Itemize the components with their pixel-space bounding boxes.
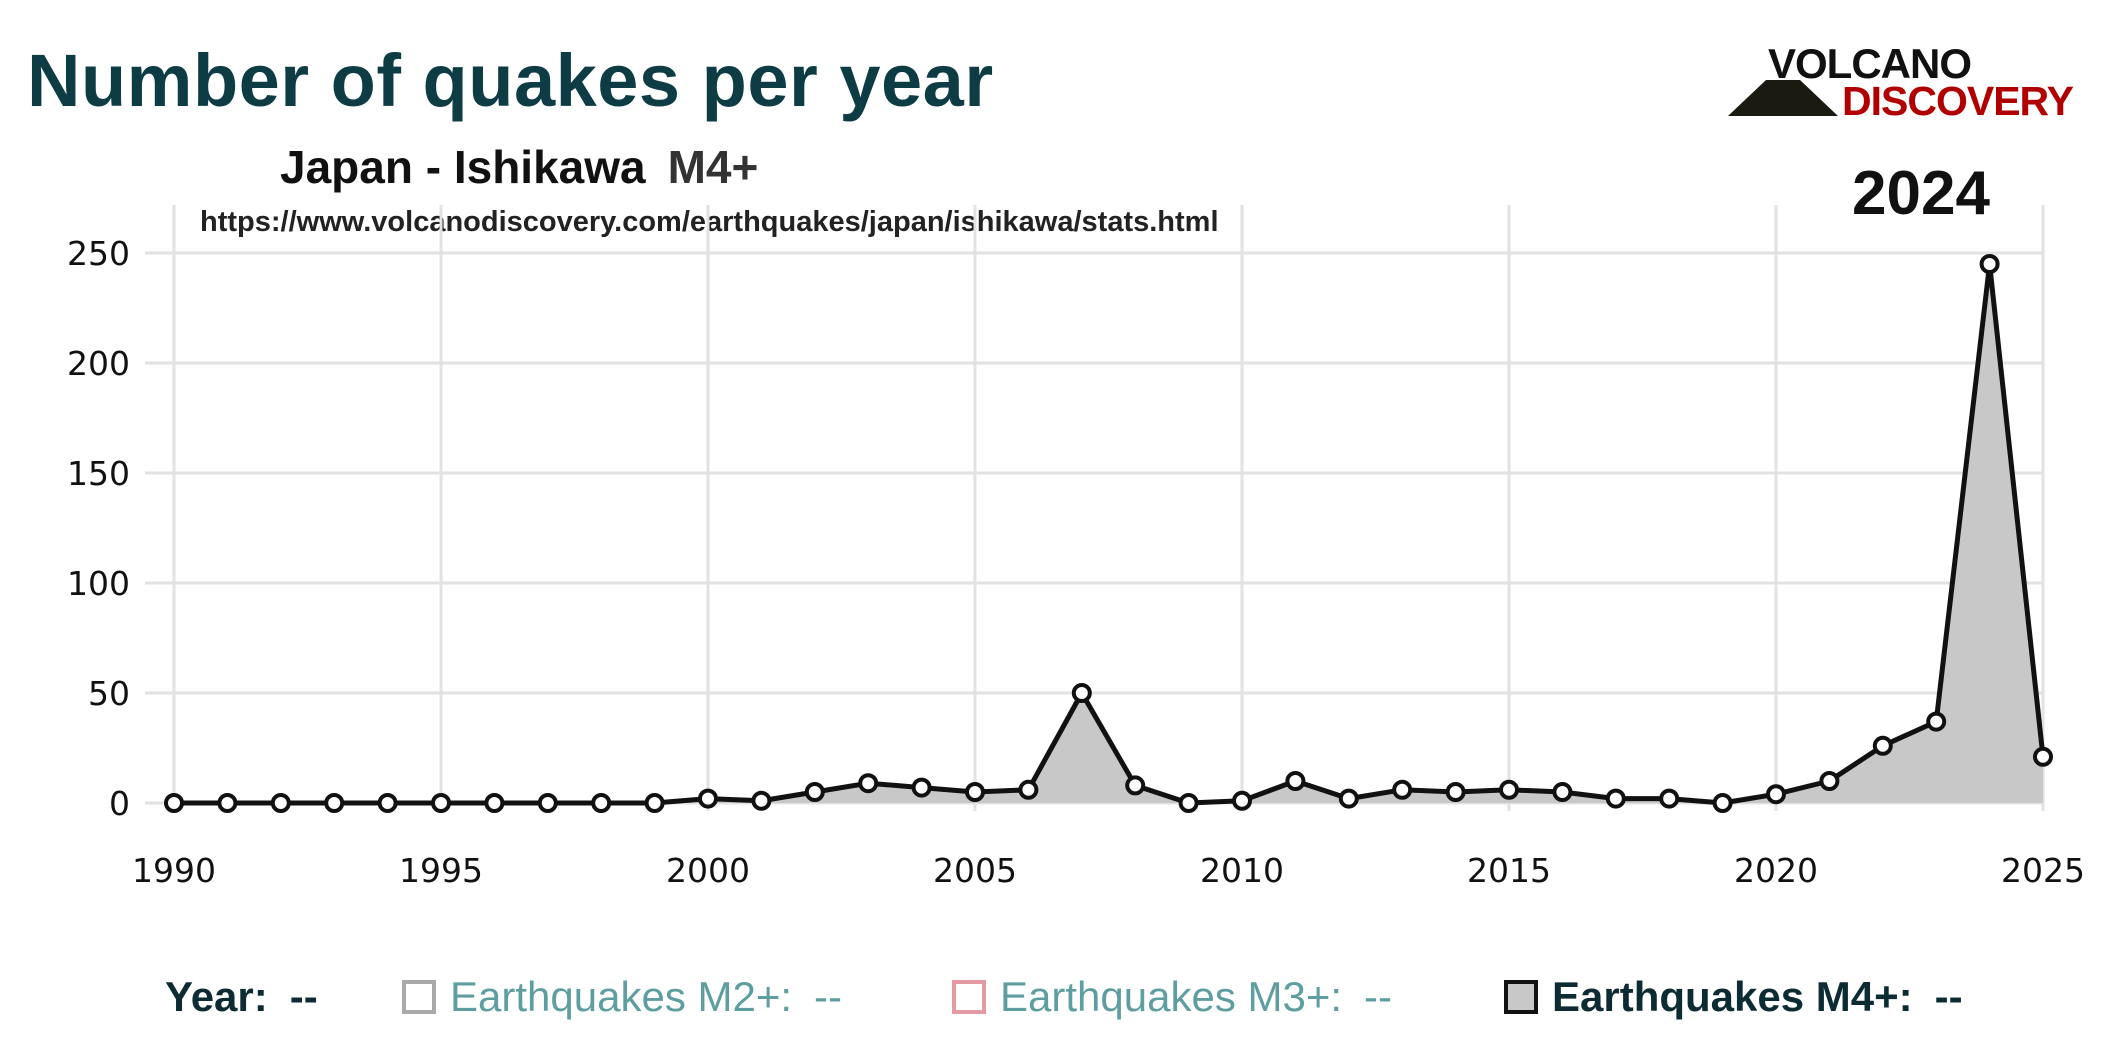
series-line xyxy=(174,261,2046,806)
x-tick-label: 1995 xyxy=(399,851,483,890)
x-tick-label: 2025 xyxy=(2001,851,2085,890)
legend-label-m4: Earthquakes M4+: xyxy=(1552,973,1913,1020)
legend-value-m4: -- xyxy=(1934,973,1963,1020)
x-tick-label: 2005 xyxy=(933,851,1017,890)
data-point xyxy=(965,782,985,802)
y-tick-label: 200 xyxy=(67,344,130,383)
data-point xyxy=(1712,793,1733,813)
logo-text-discovery: DISCOVERY xyxy=(1842,78,2074,124)
series-area xyxy=(174,264,2043,803)
data-point xyxy=(484,793,505,813)
data-point xyxy=(164,793,184,813)
data-point xyxy=(1445,782,1466,802)
x-tick-label: 1990 xyxy=(132,851,216,890)
data-point xyxy=(1766,784,1786,805)
data-point xyxy=(1338,788,1359,809)
legend-swatch-m4 xyxy=(1504,980,1538,1014)
legend-swatch-m3 xyxy=(952,980,986,1014)
data-point xyxy=(1125,775,1146,796)
data-point xyxy=(751,790,772,811)
chart-title: Number of quakes per year xyxy=(27,39,994,122)
data-point xyxy=(591,793,612,813)
x-tick-label: 2015 xyxy=(1467,851,1551,890)
data-point xyxy=(1499,779,1519,800)
y-tick-label: 50 xyxy=(88,674,130,713)
data-point xyxy=(644,793,665,813)
highlight-year-label: 2024 xyxy=(1852,159,1990,228)
data-point xyxy=(804,782,825,802)
legend-item-m2[interactable]: Earthquakes M2+: -- xyxy=(402,972,842,1022)
x-tick-label: 2000 xyxy=(666,851,750,890)
y-tick-label: 0 xyxy=(109,784,130,823)
x-tick-label: 2010 xyxy=(1200,851,1284,890)
data-point xyxy=(1018,779,1039,800)
data-point xyxy=(1178,793,1199,813)
region-name: Japan - Ishikawa xyxy=(280,141,646,193)
data-point xyxy=(1872,735,1893,756)
data-points xyxy=(164,254,2053,813)
data-point xyxy=(1819,771,1840,791)
data-point xyxy=(537,793,558,813)
legend-item-m3[interactable]: Earthquakes M3+: -- xyxy=(952,972,1392,1022)
axis-ticks: 1990 1995 2000 2005 2010 2015 2020 2025 0 50 100 15… xyxy=(67,234,2085,890)
legend-value-m2: -- xyxy=(814,973,843,1020)
data-point xyxy=(1392,779,1413,800)
legend-label-m3: Earthquakes M3+: xyxy=(1000,973,1343,1020)
data-point xyxy=(858,773,879,794)
data-point xyxy=(1285,771,1306,791)
magnitude-label: M4+ xyxy=(667,141,759,193)
x-tick-label: 2020 xyxy=(1734,851,1818,890)
data-point xyxy=(698,788,718,809)
legend-swatch-m2 xyxy=(402,980,436,1014)
data-point xyxy=(431,793,451,813)
volcanodiscovery-logo[interactable]: VOLCANO DISCOVERY xyxy=(1728,40,2074,124)
data-point xyxy=(324,793,345,813)
data-point xyxy=(2033,746,2053,767)
logo-text-volcano: VOLCANO xyxy=(1768,40,1972,87)
legend-year-value: -- xyxy=(289,973,318,1020)
y-tick-label: 150 xyxy=(67,454,130,493)
legend-year-label: Year: xyxy=(165,973,268,1020)
data-point xyxy=(1926,711,1947,732)
data-point xyxy=(377,793,398,813)
y-tick-label: 100 xyxy=(67,564,130,603)
y-tick-label: 250 xyxy=(67,234,130,273)
data-point xyxy=(1071,683,1092,703)
volcano-logo-icon xyxy=(1728,80,1838,116)
legend-value-m3: -- xyxy=(1364,973,1393,1020)
data-point xyxy=(1552,782,1573,802)
legend-item-m4[interactable]: Earthquakes M4+: -- xyxy=(1504,972,1963,1022)
data-point xyxy=(1979,254,2000,274)
data-point xyxy=(1659,788,1680,809)
data-point xyxy=(911,777,932,798)
series-line-path xyxy=(174,261,2046,806)
area-fill xyxy=(174,264,2043,803)
chart-subtitle: Japan - Ishikawa M4+ xyxy=(280,140,758,194)
data-point xyxy=(270,793,291,813)
data-point xyxy=(1605,788,1626,809)
legend-label-m2: Earthquakes M2+: xyxy=(450,973,793,1020)
legend-year: Year: -- xyxy=(165,972,318,1022)
data-point xyxy=(1232,790,1252,811)
data-point xyxy=(217,793,238,813)
quakes-per-year-chart[interactable]: 1990 1995 2000 2005 2010 2015 2020 2025 0 50 100 15… xyxy=(0,0,2106,900)
